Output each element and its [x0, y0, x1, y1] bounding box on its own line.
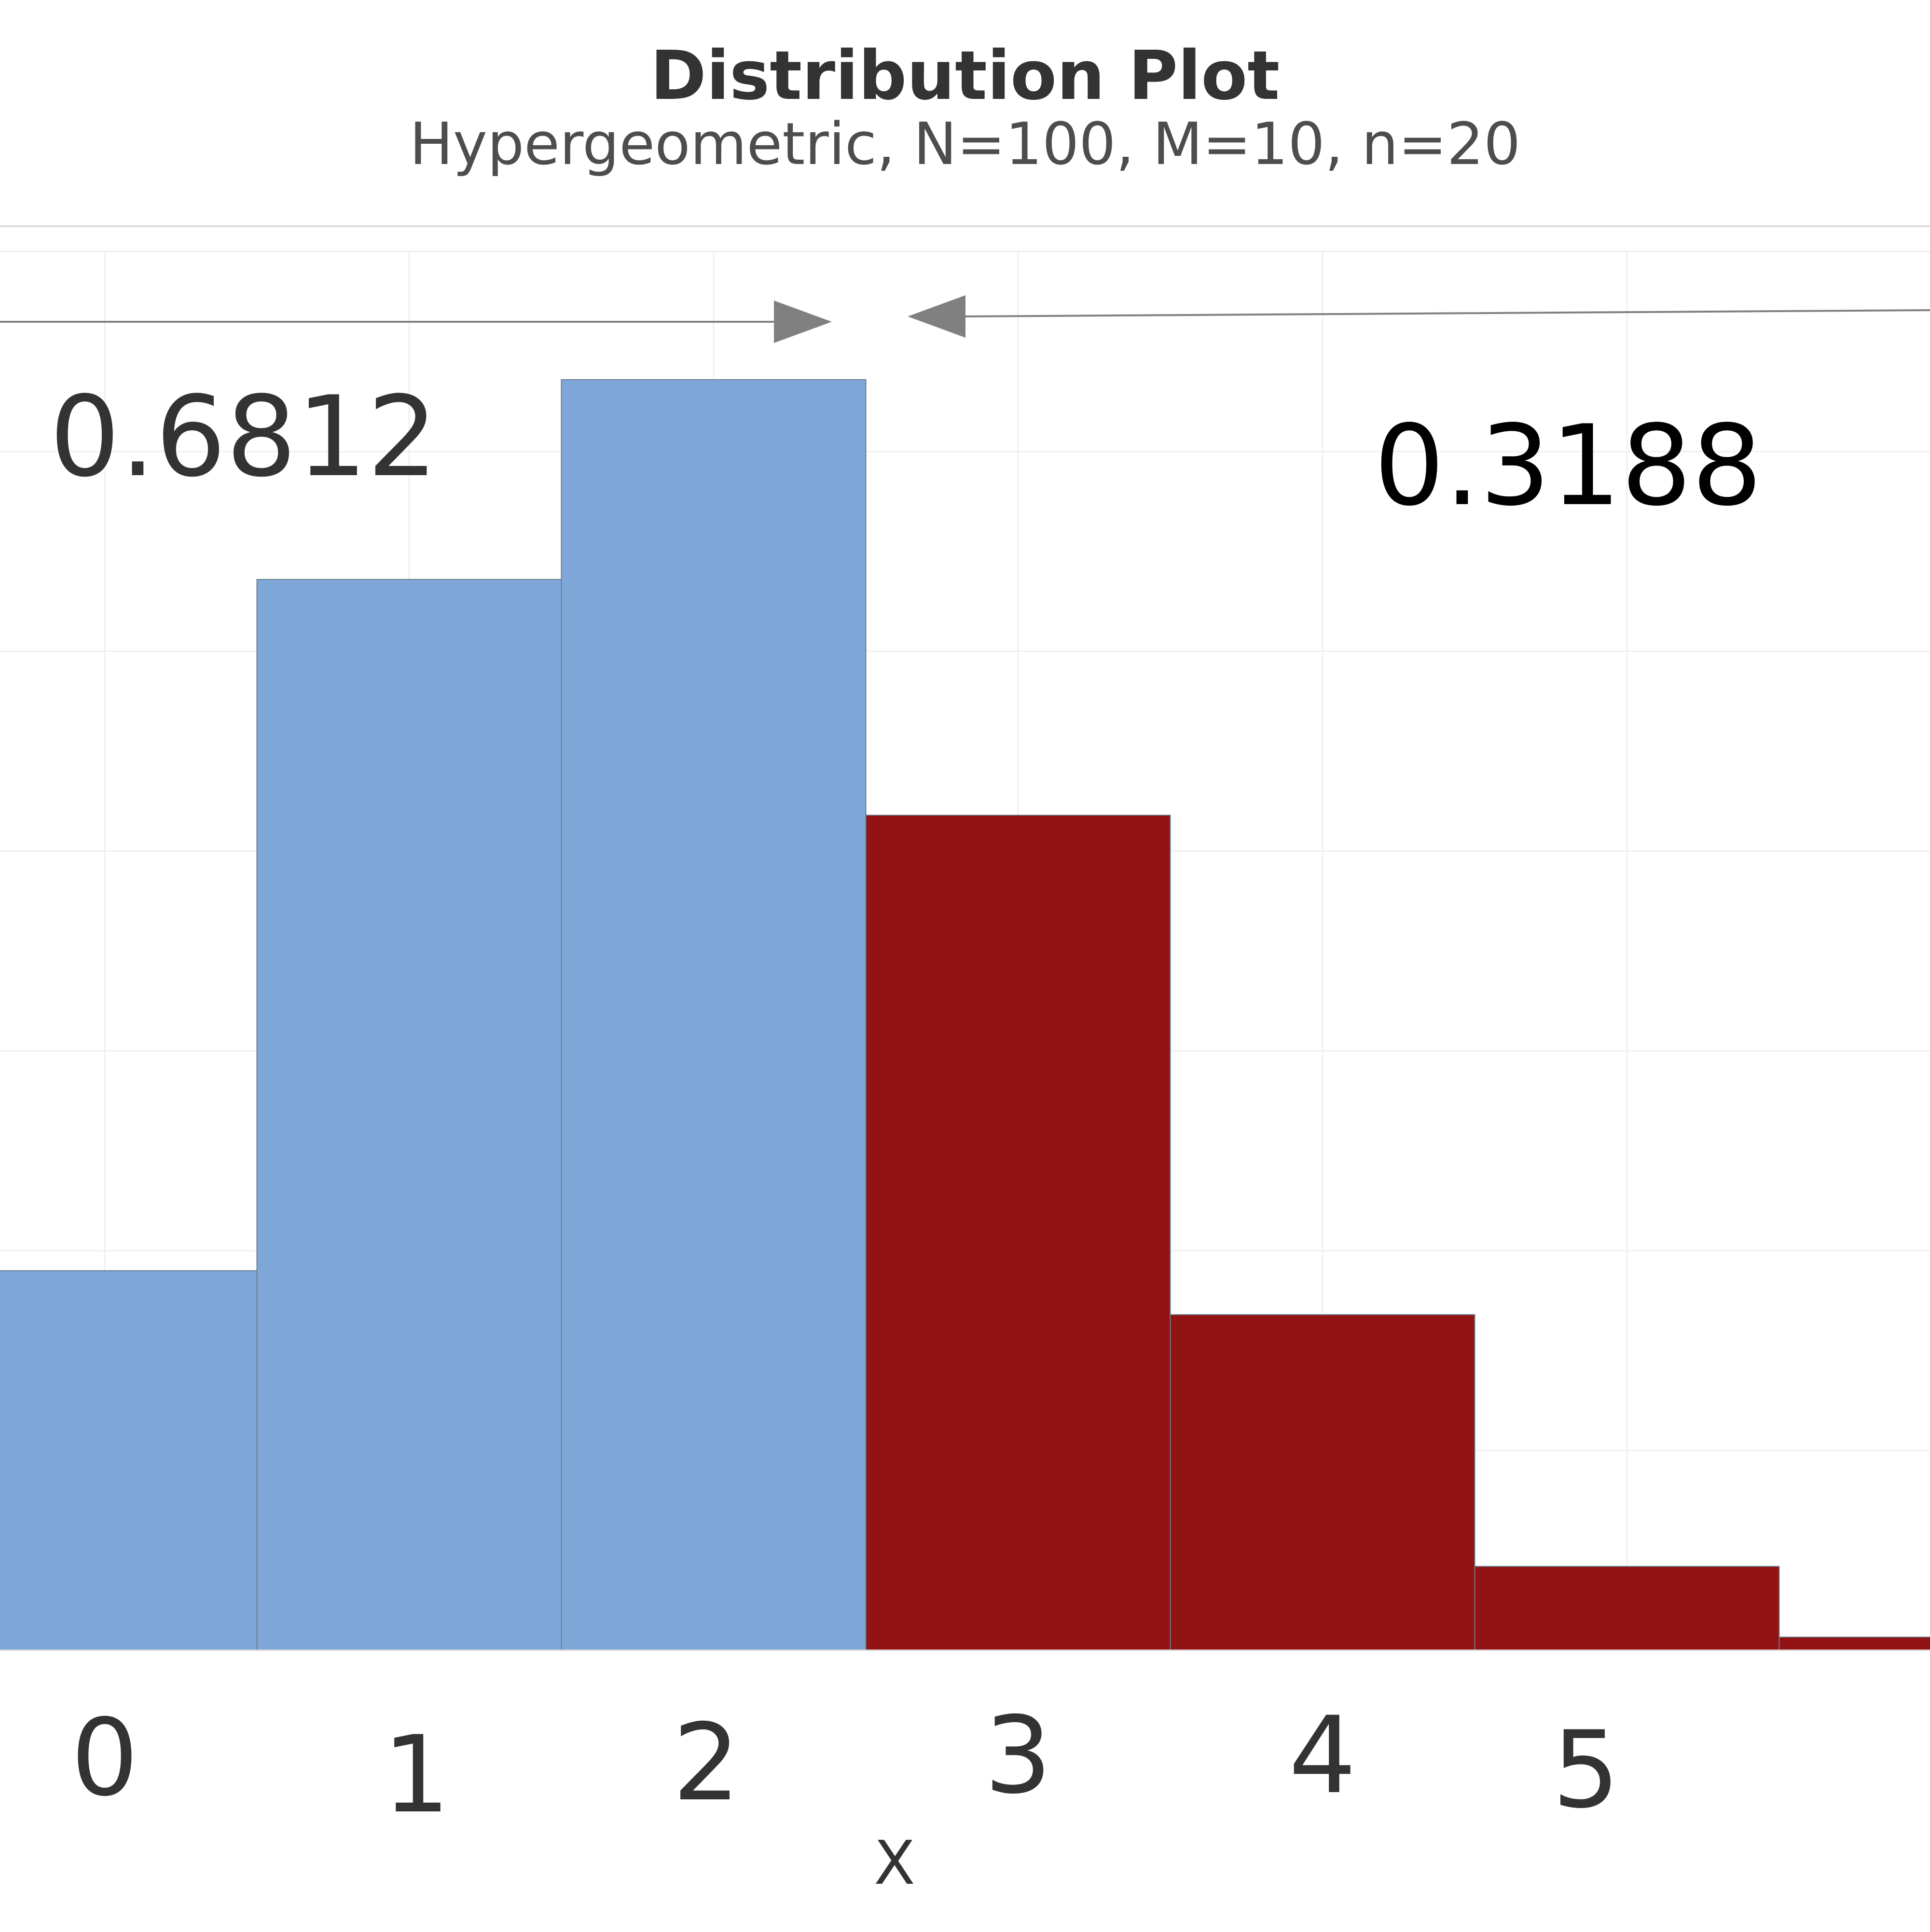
- x-tick-label-1: 1: [383, 1713, 450, 1836]
- left-region-label: 0.6812: [50, 373, 438, 502]
- right-region-label: 0.3188: [1374, 402, 1763, 531]
- bar-x-3: [866, 815, 1171, 1650]
- bar-x-4: [1171, 1315, 1475, 1650]
- x-tick-label-3: 3: [984, 1694, 1052, 1817]
- bar-x-2: [562, 380, 866, 1650]
- x-tick-label-4: 4: [1289, 1694, 1356, 1817]
- chart-subtitle: Hypergeometric, N=100, M=10, n=20: [410, 111, 1521, 178]
- x-tick-label-0: 0: [71, 1696, 138, 1820]
- bar-x-5: [1475, 1566, 1779, 1650]
- bar-x-0: [0, 1271, 257, 1650]
- x-axis-label: X: [874, 1828, 915, 1898]
- bar-x-6: [1779, 1637, 1930, 1650]
- bar-x-1: [257, 579, 562, 1650]
- x-tick-label-2: 2: [673, 1701, 740, 1824]
- x-tick-label-5: 5: [1552, 1708, 1620, 1832]
- chart-title: Distribution Plot: [650, 37, 1280, 115]
